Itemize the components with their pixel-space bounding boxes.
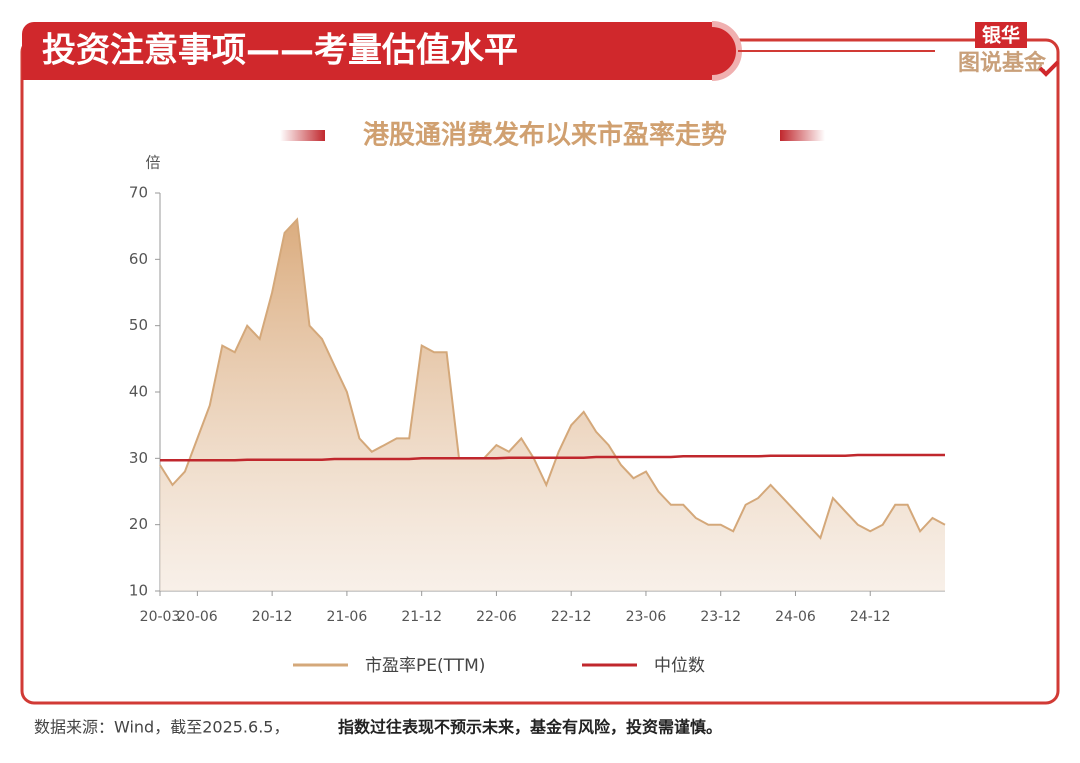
x-tick-label: 22-06 bbox=[476, 609, 517, 625]
x-tick-label: 20-03 bbox=[140, 609, 181, 625]
logo-bottom: 图说基金 bbox=[958, 50, 1047, 76]
header-title: 投资注意事项——考量估值水平 bbox=[42, 31, 518, 71]
y-tick-label: 10 bbox=[129, 582, 148, 600]
x-tick-label: 21-06 bbox=[327, 609, 368, 625]
title-deco bbox=[280, 130, 325, 141]
y-tick-label: 40 bbox=[129, 383, 148, 401]
x-tick-label: 23-06 bbox=[626, 609, 667, 625]
x-tick-label: 23-12 bbox=[700, 609, 741, 625]
logo-check bbox=[1038, 60, 1060, 77]
x-tick-label: 21-12 bbox=[401, 609, 442, 625]
source: 数据来源：Wind，截至2025.6.5， bbox=[34, 718, 289, 737]
y-tick-label: 20 bbox=[129, 515, 148, 533]
y-tick-label: 50 bbox=[129, 316, 148, 334]
series-line bbox=[159, 217, 946, 540]
warning: 指数过往表现不预示未来，基金有风险，投资需谨慎。 bbox=[338, 718, 722, 737]
x-tick-label: 20-06 bbox=[177, 609, 218, 625]
legend-label: 市盈率PE(TTM) bbox=[365, 656, 485, 676]
series-line bbox=[160, 453, 945, 462]
x-tick-label: 24-12 bbox=[850, 609, 891, 625]
x-tick-label: 24-06 bbox=[775, 609, 816, 625]
y-axis-label: 倍 bbox=[145, 154, 160, 172]
y-tick-label: 60 bbox=[129, 250, 148, 268]
chart-title: 港股通消费发布以来市盈率走势 bbox=[363, 120, 727, 151]
logo-top: 银华 bbox=[982, 24, 1020, 47]
y-tick-label: 30 bbox=[129, 449, 148, 467]
header-bar bbox=[22, 22, 739, 80]
y-tick-label: 70 bbox=[129, 184, 148, 202]
legend-label: 中位数 bbox=[654, 656, 705, 676]
logo-badge bbox=[975, 22, 1027, 48]
area bbox=[160, 219, 945, 591]
x-tick-label: 22-12 bbox=[551, 609, 592, 625]
title-deco bbox=[780, 130, 825, 141]
x-tick-label: 20-12 bbox=[252, 609, 293, 625]
